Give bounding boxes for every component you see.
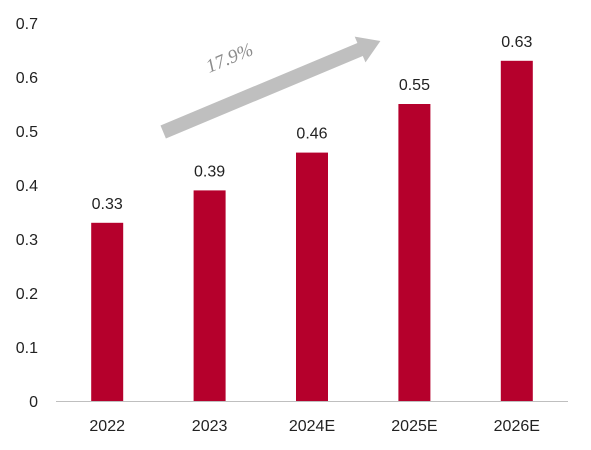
bar-value-label: 0.63 xyxy=(501,34,532,51)
bar xyxy=(296,152,328,401)
bar-value-label: 0.33 xyxy=(92,196,123,213)
x-tick-label: 2022 xyxy=(89,418,125,435)
bar-value-label: 0.55 xyxy=(399,77,430,94)
x-tick-label: 2023 xyxy=(192,418,228,435)
data-labels: 0.33 0.39 0.46 0.55 0.63 xyxy=(92,34,533,213)
bar xyxy=(398,104,431,401)
y-tick-label: 0.7 xyxy=(16,16,38,33)
x-tick-label: 2025E xyxy=(391,418,437,435)
x-tick-label: 2026E xyxy=(494,418,540,435)
growth-rate-label: 17.9% xyxy=(203,39,256,77)
y-axis-tick-labels: 0 0.1 0.2 0.3 0.4 0.5 0.6 0.7 xyxy=(16,16,38,411)
growth-arrow-icon xyxy=(160,36,381,139)
y-tick-label: 0.1 xyxy=(16,340,38,357)
bar-value-label: 0.39 xyxy=(194,163,225,180)
y-tick-label: 0.2 xyxy=(16,286,38,303)
bar xyxy=(193,190,226,401)
bars xyxy=(91,60,533,402)
y-tick-label: 0.6 xyxy=(16,70,38,87)
y-tick-label: 0 xyxy=(29,394,38,411)
bar-value-label: 0.46 xyxy=(296,126,327,143)
bar xyxy=(500,60,533,402)
growth-annotation: 17.9% xyxy=(160,36,381,139)
y-tick-label: 0.5 xyxy=(16,124,38,141)
x-axis-tick-labels: 2022 2023 2024E 2025E 2026E xyxy=(89,418,540,435)
y-tick-label: 0.3 xyxy=(16,232,38,249)
y-tick-label: 0.4 xyxy=(16,178,38,195)
bar xyxy=(91,222,124,401)
x-tick-label: 2024E xyxy=(289,418,335,435)
